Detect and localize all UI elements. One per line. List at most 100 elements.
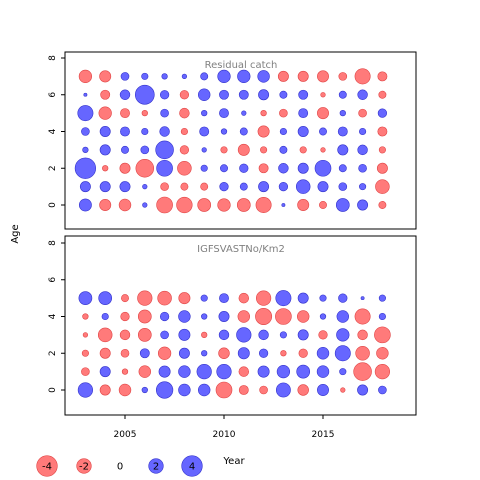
bubble-catch-age2-2011 xyxy=(239,163,249,173)
bubble-survey-age0-2012 xyxy=(259,385,268,395)
bubble-survey-age2-2004 xyxy=(99,347,111,359)
bubble-catch-age0-2005 xyxy=(118,198,132,212)
bubble-survey-age5-2018 xyxy=(378,294,386,302)
bubble-survey-age3-2014 xyxy=(297,329,309,341)
bubble-catch-age1-2007 xyxy=(160,182,169,191)
bubble-catch-age4-2014 xyxy=(297,126,309,137)
bubble-catch-age0-2015 xyxy=(319,201,327,209)
bubble-survey-age0-2013 xyxy=(275,382,291,398)
y-tick-label: 2 xyxy=(48,350,58,356)
bubble-catch-age2-2014 xyxy=(297,162,309,174)
bubble-survey-age2-2018 xyxy=(376,347,389,360)
bubble-survey-age3-2003 xyxy=(82,332,89,338)
bubble-catch-age6-2008 xyxy=(179,90,190,100)
bubble-catch-age1-2010 xyxy=(219,182,229,192)
bubble-survey-age0-2010 xyxy=(215,381,233,399)
bubble-catch-age3-2008 xyxy=(179,145,190,155)
bubble-survey-age4-2018 xyxy=(378,312,386,321)
y-axis-title: Age xyxy=(10,224,21,243)
legend-bubble xyxy=(181,455,203,477)
y-tick-label: 6 xyxy=(48,92,58,98)
bubble-survey-age3-2015 xyxy=(318,330,328,340)
bubble-catch-age5-2011 xyxy=(241,110,247,116)
bubble-catch-age2-2012 xyxy=(258,163,269,174)
bubble-survey-age1-2003 xyxy=(81,367,90,376)
bubble-catch-age0-2004 xyxy=(99,199,112,211)
bubble-catch-age2-2010 xyxy=(220,164,228,173)
bubble-survey-age5-2012 xyxy=(256,290,272,306)
bubble-survey-age4-2012 xyxy=(255,308,273,325)
bubble-catch-age0-2008 xyxy=(176,196,193,214)
x-axis-title: Year xyxy=(222,456,245,467)
bubble-catch-age3-2012 xyxy=(260,146,268,154)
bubble-catch-age5-2015 xyxy=(317,107,329,120)
bubble-catch-age0-2012 xyxy=(255,197,272,213)
bubble-catch-age4-2010 xyxy=(220,128,228,135)
bubble-catch-age0-2017 xyxy=(357,199,369,211)
bubble-survey-age1-2010 xyxy=(216,364,232,380)
bubble-catch-age3-2011 xyxy=(237,143,250,156)
y-tick-label: 8 xyxy=(48,55,58,61)
bubble-catch-age7-2007 xyxy=(161,73,168,80)
bubble-catch-age4-2009 xyxy=(199,126,210,137)
bubble-survey-age4-2014 xyxy=(297,310,310,323)
bubble-catch-age4-2013 xyxy=(279,127,287,136)
bubble-catch-age3-2013 xyxy=(279,145,288,154)
bubble-survey-age5-2008 xyxy=(178,292,191,305)
bubble-survey-age2-2008 xyxy=(178,347,190,359)
bubble-catch-age0-2016 xyxy=(335,198,350,212)
bubble-catch-age3-2004 xyxy=(99,144,111,156)
bubble-survey-age1-2016 xyxy=(339,368,347,376)
bubble-catch-age5-2012 xyxy=(260,109,267,117)
bubble-survey-age1-2006 xyxy=(138,365,151,378)
bubble-catch-age4-2004 xyxy=(99,126,111,137)
bubble-catch-age3-2014 xyxy=(299,146,307,154)
bubble-survey-age0-2005 xyxy=(118,383,132,397)
bubble-catch-age2-2005 xyxy=(119,162,131,174)
bubble-survey-age1-2018 xyxy=(374,364,391,380)
bubble-survey-age3-2004 xyxy=(97,327,113,343)
bubble-catch-age2-2017 xyxy=(358,163,367,173)
bubble-survey-age2-2013 xyxy=(280,350,287,357)
bubble-survey-age3-2013 xyxy=(279,331,287,339)
bubble-catch-age1-2003 xyxy=(79,181,91,193)
bubble-survey-age1-2008 xyxy=(178,365,191,378)
bubble-catch-age1-2017 xyxy=(359,183,367,191)
bubble-catch-age5-2006 xyxy=(141,109,148,117)
bubble-catch-age7-2005 xyxy=(120,72,130,81)
bubbles-top xyxy=(74,68,390,214)
bubble-survey-age2-2017 xyxy=(355,346,370,361)
bubble-survey-age2-2016 xyxy=(334,345,351,362)
bubble-survey-age2-2015 xyxy=(316,347,330,360)
bubble-survey-age4-2017 xyxy=(354,308,371,325)
bubble-survey-age1-2007 xyxy=(158,365,171,378)
bubble-catch-age1-2012 xyxy=(258,181,270,193)
bubble-catch-age0-2018 xyxy=(378,201,387,209)
panel-title-top: Residual catch xyxy=(205,60,278,71)
bubble-catch-age0-2003 xyxy=(78,198,92,212)
bubble-catch-age2-2013 xyxy=(278,163,289,174)
bubble-survey-age4-2011 xyxy=(237,310,250,323)
bubble-catch-age0-2010 xyxy=(217,198,231,212)
bubble-survey-age2-2010 xyxy=(218,347,230,359)
bubbles-bottom xyxy=(77,290,391,399)
bubble-catch-age7-2003 xyxy=(78,69,93,83)
bubble-survey-age1-2004 xyxy=(99,366,111,378)
bubble-catch-age2-2018 xyxy=(376,162,388,174)
bubble-survey-age0-2009 xyxy=(198,383,211,397)
bubble-catch-age6-2013 xyxy=(279,90,288,99)
bubble-survey-age2-2007 xyxy=(157,346,172,360)
bubble-survey-age2-2011 xyxy=(237,347,250,360)
bubble-catch-age1-2009 xyxy=(200,182,209,191)
bubble-survey-age4-2013 xyxy=(275,308,292,325)
panel-igfsvast: IGFSVASTNo/Km2 0 2 4 6 8 2005 2010 2015 xyxy=(48,235,417,440)
bubble-catch-age6-2003 xyxy=(83,92,88,97)
bubble-survey-age5-2006 xyxy=(137,290,153,306)
bubble-survey-age0-2004 xyxy=(99,384,111,396)
bubble-survey-age4-2004 xyxy=(101,312,109,321)
y-tick-label: 0 xyxy=(48,387,58,393)
bubble-catch-age3-2005 xyxy=(121,145,129,154)
bubble-catch-age3-2009 xyxy=(201,147,207,153)
bubble-catch-age5-2017 xyxy=(358,108,367,118)
legend-label: -4 xyxy=(42,462,52,473)
